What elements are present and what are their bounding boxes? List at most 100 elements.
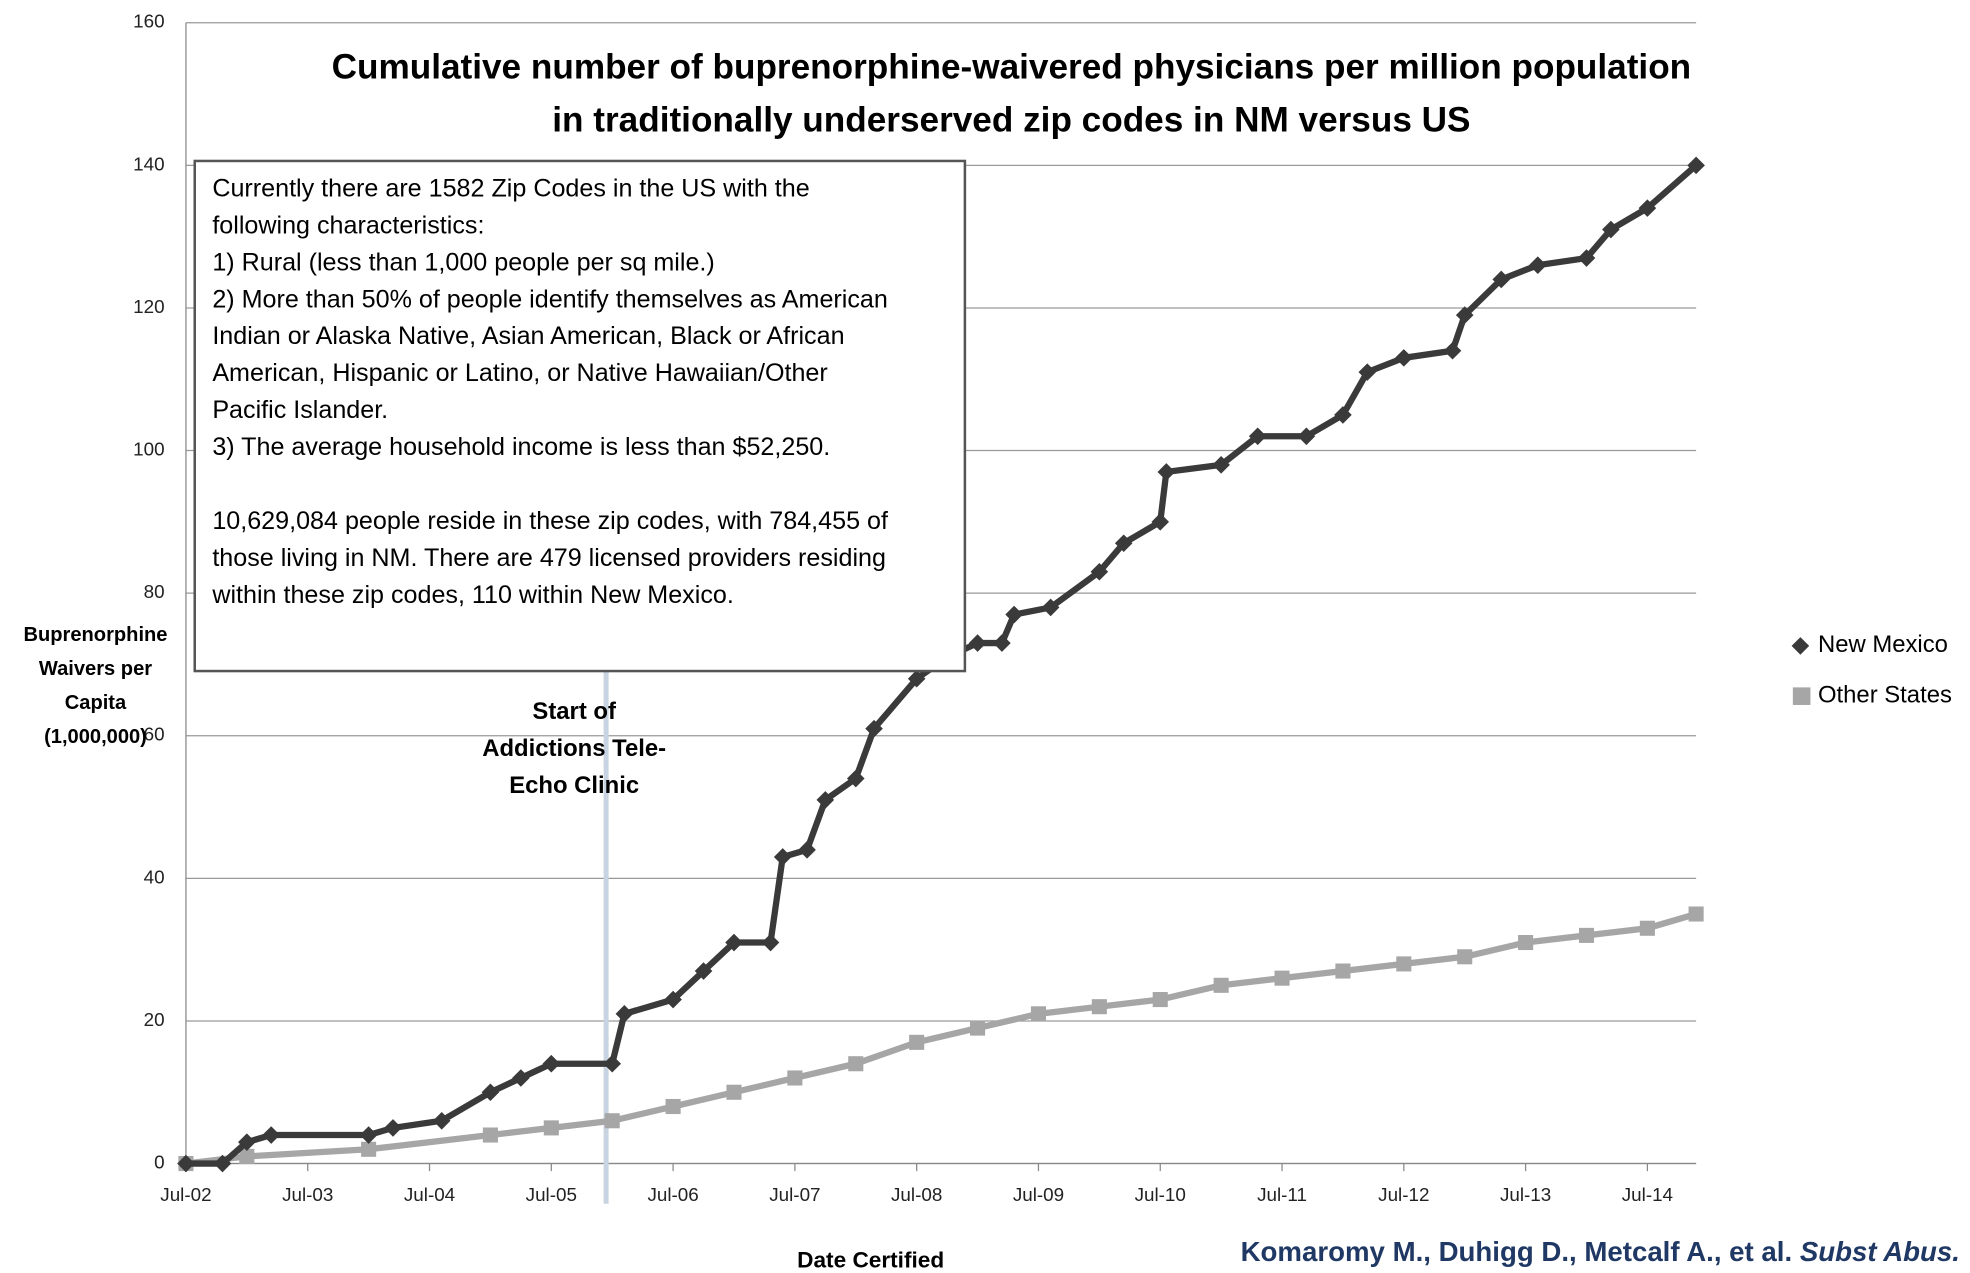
y-tick-label: 160	[133, 11, 164, 32]
point	[907, 669, 926, 688]
point	[361, 1141, 377, 1157]
point	[1443, 341, 1462, 360]
point	[1638, 199, 1657, 217]
legend-marker	[1791, 637, 1810, 655]
annotation-text: Echo Clinic	[509, 772, 639, 799]
point	[1274, 970, 1290, 986]
x-tick-label: Jul-04	[404, 1184, 455, 1205]
x-tick-label: Jul-12	[1378, 1184, 1429, 1205]
point	[1151, 513, 1170, 531]
point	[725, 933, 743, 952]
x-tick-label: Jul-06	[647, 1184, 698, 1205]
point	[542, 1054, 561, 1073]
point	[848, 1056, 864, 1072]
point	[816, 791, 835, 809]
citation-journal: Subst Abus.	[1800, 1236, 1960, 1267]
point	[615, 1005, 634, 1023]
point	[1687, 156, 1705, 175]
point	[865, 719, 883, 738]
point	[1248, 427, 1267, 446]
point	[1578, 927, 1595, 943]
x-tick-label: Jul-11	[1257, 1184, 1307, 1205]
point	[1528, 256, 1547, 274]
point	[384, 1119, 402, 1137]
point	[1091, 999, 1107, 1015]
chart-title: in traditionally underserved zip codes i…	[552, 100, 1470, 139]
point	[1005, 605, 1023, 624]
point	[359, 1126, 378, 1144]
y-tick-label: 20	[144, 1009, 165, 1030]
point	[1041, 598, 1060, 617]
note-line: Pacific Islander.	[212, 396, 388, 424]
point	[482, 1127, 498, 1143]
point	[665, 1098, 681, 1115]
x-tick-label: Jul-07	[769, 1184, 820, 1205]
point	[1152, 992, 1168, 1008]
point	[213, 1154, 232, 1173]
point	[1114, 534, 1133, 553]
point	[512, 1069, 530, 1087]
note-line: following characteristics:	[212, 211, 484, 239]
point	[1518, 934, 1534, 951]
series	[178, 906, 1704, 1172]
note-line: American, Hispanic or Latino, or Native …	[212, 359, 827, 387]
legend-marker	[1792, 687, 1811, 705]
note-line: those living in NM. There are 479 licens…	[212, 544, 886, 572]
point	[239, 1148, 255, 1164]
chart-title: Cumulative number of buprenorphine-waive…	[332, 48, 1692, 87]
y-tick-label: 60	[144, 724, 165, 745]
point	[1090, 562, 1109, 581]
series-line	[185, 910, 1697, 1167]
point	[1157, 463, 1176, 481]
x-tick-label: Jul-02	[160, 1184, 211, 1205]
point	[909, 1034, 925, 1050]
point	[773, 848, 792, 866]
point	[787, 1070, 803, 1086]
legend-label: Other States	[1818, 681, 1952, 708]
y-axis-label: Buprenorphine	[23, 624, 167, 646]
point	[1335, 963, 1351, 979]
y-axis-label: Capita	[65, 692, 127, 714]
point	[970, 1020, 986, 1036]
x-tick-label: Jul-09	[1013, 1184, 1064, 1205]
y-tick-label: 0	[154, 1152, 164, 1173]
y-tick-label: 40	[144, 866, 165, 887]
point	[1212, 456, 1230, 474]
citation: Komaromy M., Duhigg D., Metcalf A., et a…	[1241, 1236, 1960, 1267]
point	[1030, 1006, 1046, 1022]
point	[1334, 406, 1352, 424]
note-line: 1) Rural (less than 1,000 people per sq …	[212, 248, 714, 276]
note-line: Currently there are 1582 Zip Codes in th…	[212, 174, 809, 202]
point	[543, 1120, 559, 1136]
point	[262, 1126, 280, 1144]
point	[603, 1054, 621, 1073]
point	[1396, 956, 1412, 972]
note-line: 10,629,084 people reside in these zip co…	[212, 507, 889, 535]
point	[481, 1083, 500, 1102]
x-tick-label: Jul-14	[1622, 1184, 1673, 1205]
x-tick-label: Jul-10	[1135, 1184, 1186, 1205]
point	[726, 1084, 742, 1100]
legend-item: Other States	[1792, 681, 1952, 708]
point	[238, 1133, 256, 1151]
point	[1457, 949, 1473, 965]
legend-item: New Mexico	[1791, 631, 1948, 658]
citation-authors: Komaromy M., Duhigg D., Metcalf A., et a…	[1241, 1236, 1800, 1267]
y-axis-label: (1,000,000)	[44, 726, 147, 748]
y-tick-label: 120	[133, 296, 164, 317]
y-tick-label: 100	[133, 439, 164, 460]
point	[1639, 920, 1655, 936]
note-line: within these zip codes, 110 within New M…	[211, 581, 733, 609]
point	[798, 841, 816, 859]
point	[1297, 427, 1316, 446]
note-box	[193, 159, 967, 673]
x-tick-label: Jul-13	[1500, 1184, 1551, 1205]
x-tick-label: Jul-08	[891, 1184, 942, 1205]
point	[604, 1113, 620, 1129]
x-tick-label: Jul-05	[526, 1184, 577, 1205]
point	[1213, 977, 1229, 993]
point	[846, 769, 865, 788]
annotation-text: Addictions Tele-	[482, 735, 666, 762]
